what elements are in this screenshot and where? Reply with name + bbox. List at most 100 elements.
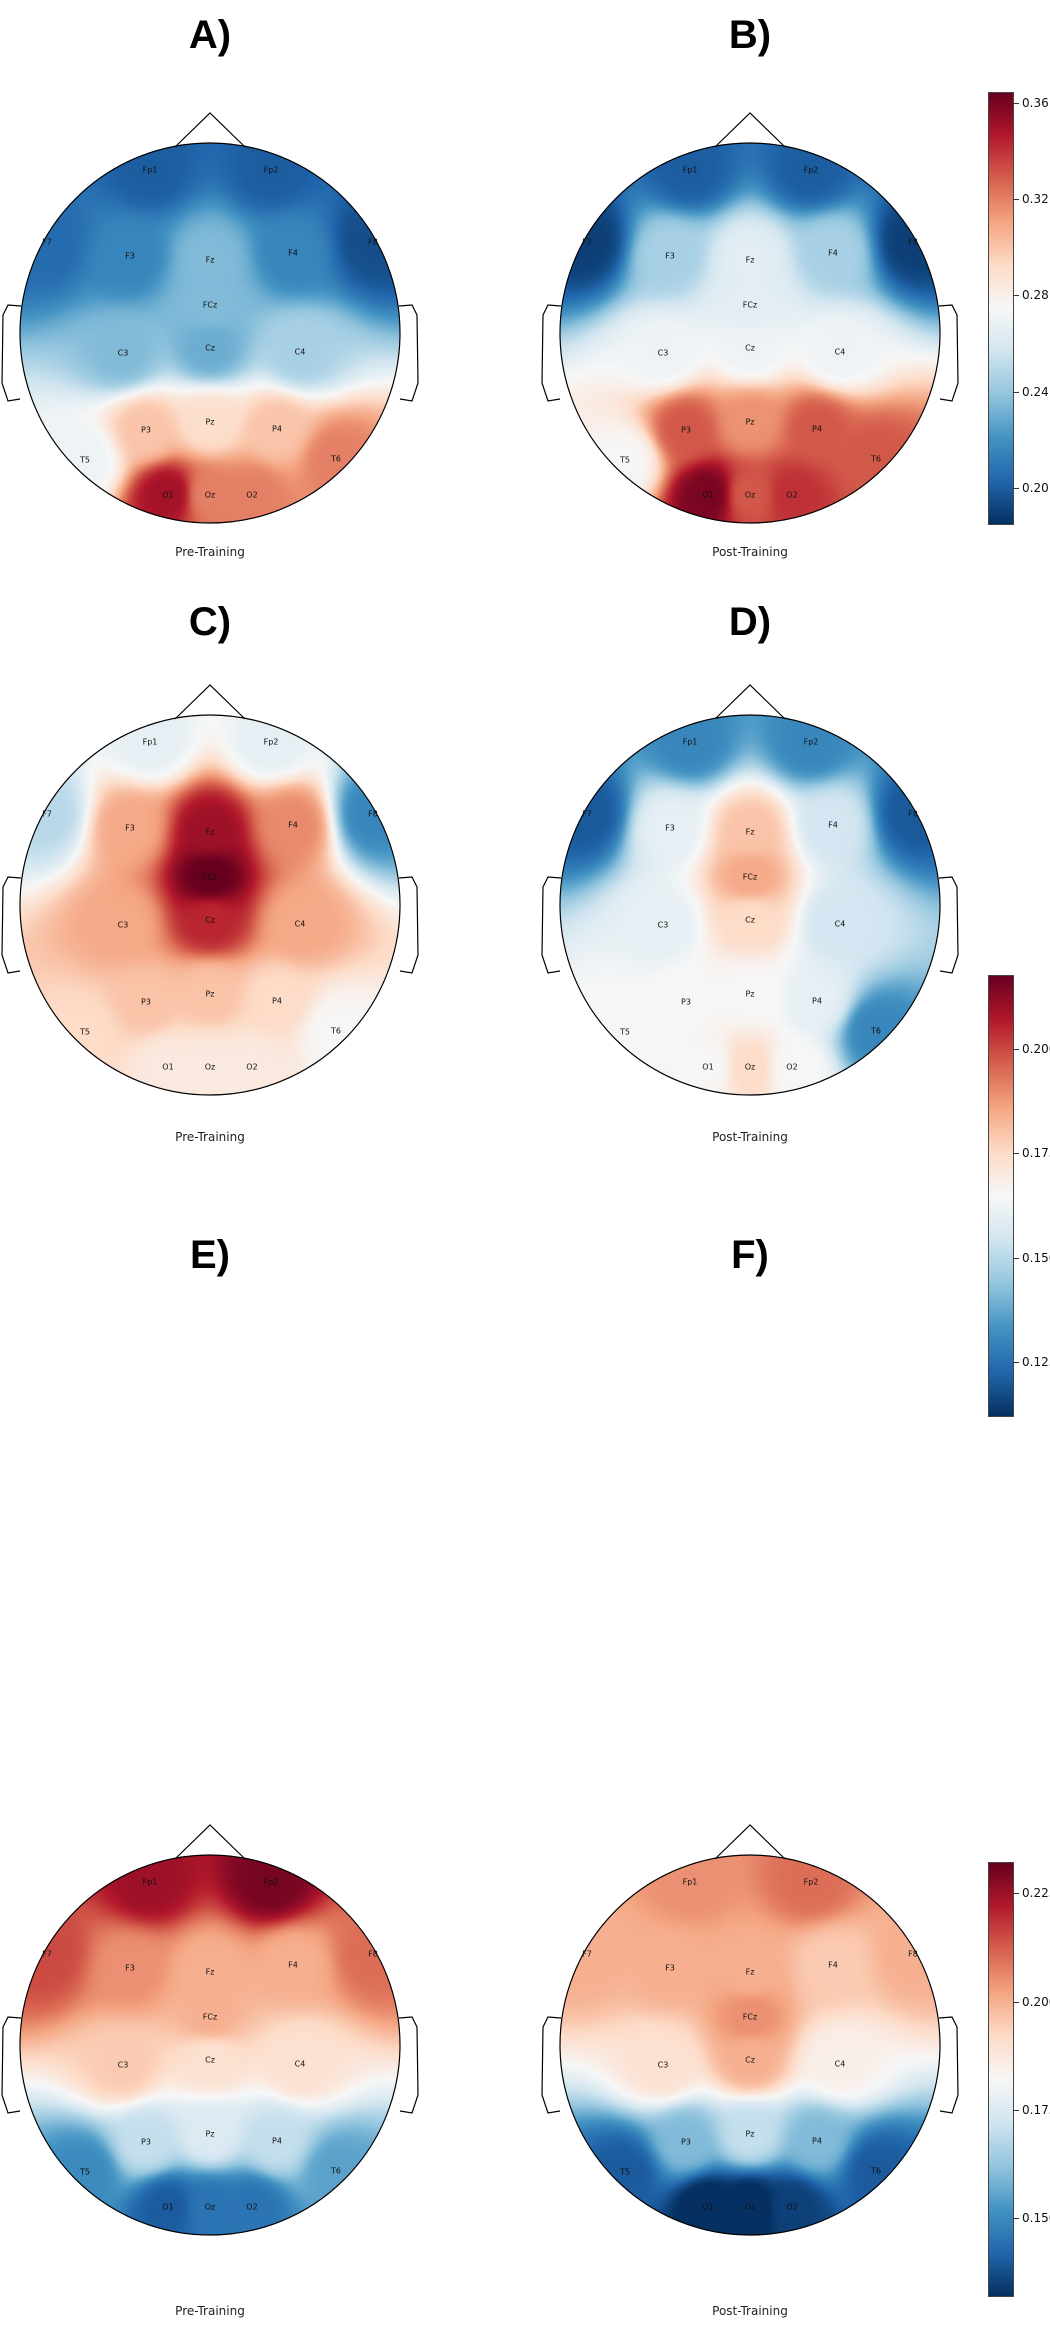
colorbar-tick <box>1014 1153 1019 1155</box>
electrode-label: T6 <box>871 454 881 464</box>
electrode-label: C4 <box>294 347 306 357</box>
electrode-label: Cz <box>205 915 215 925</box>
topomap-head: Fp1 Fp2 F7 F3 Fz F4 F8 FCz C3 Cz C4 T5 P3 Pz P4 T6 O1 Oz O… <box>0 83 420 543</box>
colorbar-tick-label: 0.36 <box>1022 95 1049 110</box>
panel-title: C) <box>188 600 232 644</box>
nose-icon <box>714 684 786 720</box>
electrode-label: Cz <box>745 343 755 353</box>
electrode-label: Fz <box>205 255 215 265</box>
electrode-label: O2 <box>786 2202 798 2212</box>
electrode-label: F8 <box>908 1949 918 1959</box>
electrode-label: Pz <box>745 2129 755 2139</box>
electrode-label: F7 <box>42 1949 52 1959</box>
topomap-heatmap <box>20 1855 400 2235</box>
electrode-label: O2 <box>246 2202 258 2212</box>
colorbar-tick-label: 0.32 <box>1022 191 1049 206</box>
electrode-label: T5 <box>620 455 630 465</box>
topomap-head: Fp1 Fp2 F7 F3 Fz F4 F8 FCz C3 Cz C4 T5 P3 Pz P4 T6 O1 Oz O… <box>540 83 960 543</box>
electrode-label: T6 <box>871 1026 881 1036</box>
electrode-label: FCz <box>202 300 218 310</box>
topomap-heatmap <box>20 715 400 1095</box>
electrode-label: P4 <box>272 996 282 1006</box>
electrode-label: Fz <box>205 827 215 837</box>
head-outline <box>541 112 959 524</box>
head-outline <box>541 1824 959 2236</box>
topomap-head: Fp1 Fp2 F7 F3 Fz F4 F8 FCz C3 Cz C4 T5 P3 Pz P4 T6 O1 Oz O… <box>540 655 960 1115</box>
colorbar-tick-label: 0.125 <box>1022 1354 1050 1369</box>
electrode-label: Oz <box>744 2202 756 2212</box>
electrode-label: Oz <box>744 490 756 500</box>
nose-icon <box>174 684 246 720</box>
right-ear-icon <box>398 876 419 974</box>
condition-label: Post-Training <box>712 1130 788 1144</box>
electrode-label: O1 <box>702 2202 714 2212</box>
electrode-label: O1 <box>702 490 714 500</box>
colorbar-tick <box>1014 1257 1019 1259</box>
head-circle <box>19 714 401 1096</box>
electrode-label: O2 <box>246 490 258 500</box>
electrode-label: C3 <box>117 920 129 930</box>
condition-label: Pre-Training <box>175 545 245 559</box>
electrode-label: Fp2 <box>803 737 819 747</box>
colorbar-tick <box>1014 1893 1019 1895</box>
panel-title: E) <box>190 1233 230 1277</box>
electrode-label: Fp1 <box>682 165 698 175</box>
head-outline <box>1 112 419 524</box>
right-ear-icon <box>398 304 419 402</box>
electrode-label: P4 <box>272 424 282 434</box>
colorbar-tick-label: 0.28 <box>1022 288 1049 303</box>
electrode-label: P3 <box>141 997 151 1007</box>
electrode-label: T6 <box>871 2166 881 2176</box>
electrode-label: T6 <box>331 454 341 464</box>
left-ear-icon <box>1 304 22 402</box>
condition-label: Pre-Training <box>175 1130 245 1144</box>
colorbar-tick <box>1014 2109 1019 2111</box>
head-outline <box>1 684 419 1096</box>
electrode-label: F8 <box>368 809 378 819</box>
colorbar-tick <box>1014 198 1019 200</box>
electrode-label: O2 <box>786 1062 798 1072</box>
electrode-label: Fz <box>745 827 755 837</box>
nose-icon <box>714 112 786 148</box>
electrode-label: C4 <box>834 2059 846 2069</box>
colorbar: 0.20 0.24 0.28 0.32 0.36 <box>988 92 1049 525</box>
right-ear-icon <box>398 2016 419 2114</box>
colorbar-tick <box>1014 295 1019 297</box>
electrode-label: C3 <box>657 920 669 930</box>
electrode-label: Pz <box>745 417 755 427</box>
nose-icon <box>174 1824 246 1860</box>
electrode-label: F8 <box>368 237 378 247</box>
electrode-label: F3 <box>665 251 675 261</box>
electrode-label: C3 <box>657 2060 669 2070</box>
electrode-label: F7 <box>582 1949 592 1959</box>
head-circle <box>559 142 941 524</box>
colorbar-tick <box>1014 391 1019 393</box>
head-circle <box>559 1854 941 2236</box>
nose-icon <box>174 112 246 148</box>
electrode-label: C4 <box>834 347 846 357</box>
electrode-label: P4 <box>812 424 822 434</box>
electrode-label: F7 <box>582 237 592 247</box>
left-ear-icon <box>541 304 562 402</box>
electrode-label: T5 <box>80 455 90 465</box>
electrode-label: Oz <box>204 1062 216 1072</box>
electrode-label: T6 <box>331 1026 341 1036</box>
electrode-label: F4 <box>828 248 838 258</box>
electrode-label: F8 <box>908 237 918 247</box>
electrode-label: P4 <box>812 996 822 1006</box>
electrode-label: Cz <box>745 2055 755 2065</box>
head-outline <box>541 684 959 1096</box>
electrode-label: F4 <box>288 820 298 830</box>
electrode-label: Oz <box>204 490 216 500</box>
electrode-label: Fp2 <box>803 165 819 175</box>
electrode-label: FCz <box>742 2012 758 2022</box>
electrode-label: FCz <box>742 872 758 882</box>
electrode-label: Pz <box>205 989 215 999</box>
colorbar-tick-label: 0.175 <box>1022 1146 1050 1161</box>
electrode-label: F3 <box>125 1963 135 1973</box>
electrode-label: P3 <box>681 2137 691 2147</box>
electrode-label: Pz <box>205 417 215 427</box>
electrode-label: F7 <box>42 237 52 247</box>
electrode-label: P3 <box>141 425 151 435</box>
electrode-label: Fp2 <box>263 737 279 747</box>
